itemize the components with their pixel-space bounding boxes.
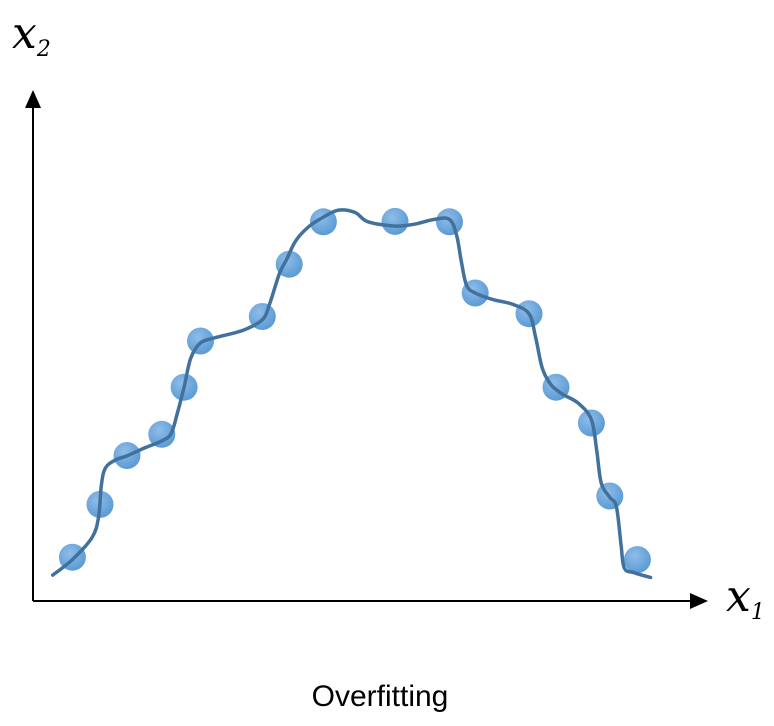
x-axis-label: x1 — [726, 571, 765, 625]
x-axis-arrow-icon — [690, 593, 708, 609]
figure-caption: Overfitting — [312, 680, 449, 713]
data-point — [148, 420, 176, 448]
data-point — [381, 207, 409, 235]
overfit-curve — [50, 208, 653, 580]
data-point — [275, 250, 303, 278]
data-points — [58, 207, 651, 574]
y-axis-label: x2 — [12, 8, 51, 62]
data-point — [623, 546, 651, 574]
y-axis-arrow-icon — [25, 90, 41, 108]
